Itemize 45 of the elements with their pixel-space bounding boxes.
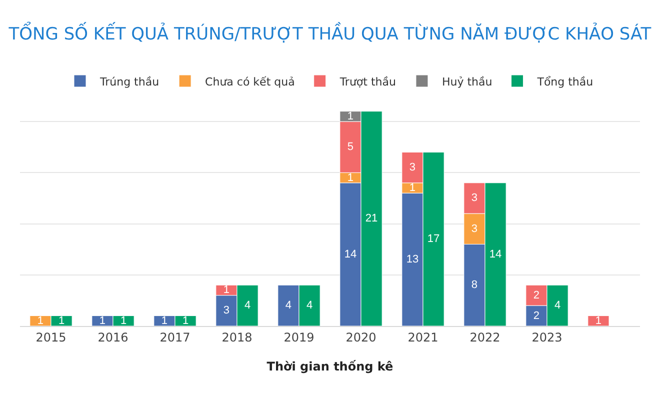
x-tick-label: 2021 [408, 330, 438, 344]
data-label: 3 [471, 192, 478, 204]
x-tick-label: 2015 [36, 330, 66, 344]
x-axis-title: Thời gian thống kê [266, 359, 394, 374]
x-tick-label: 2020 [346, 330, 376, 344]
x-tick-label: 2022 [470, 330, 500, 344]
data-label: 1 [99, 314, 106, 327]
data-label: 3 [223, 304, 230, 317]
data-label: 1 [37, 314, 44, 327]
data-label: 5 [347, 141, 354, 154]
data-label: 14 [489, 248, 502, 260]
legend-label: Chưa có kết quả [205, 75, 295, 88]
data-label: 17 [427, 233, 440, 246]
data-label: 1 [409, 182, 416, 194]
chart-title: TỔNG SỐ KẾT QUẢ TRÚNG/TRƯỢT THẦU QUA TỪNG NĂM ĐƯỢC KHẢO SÁT [8, 22, 652, 45]
data-label: 3 [471, 222, 478, 235]
data-label: 1 [595, 314, 602, 327]
legend-label: Huỷ thầu [442, 75, 492, 88]
data-label: 1 [161, 314, 168, 327]
data-label: 2 [533, 289, 540, 302]
data-label: 2 [533, 310, 540, 322]
legend-label: Tổng thầu [536, 75, 594, 88]
data-label: 1 [182, 314, 189, 327]
x-tick-label: 2019 [284, 330, 314, 344]
data-label: 1 [120, 314, 127, 327]
data-label: 14 [344, 248, 357, 260]
data-label: 1 [347, 110, 354, 122]
data-label: 1 [223, 284, 230, 296]
legend-label: Trúng thầu [99, 75, 160, 88]
bar [588, 316, 610, 326]
x-tick-label: 2023 [532, 330, 562, 344]
data-label: 8 [471, 279, 478, 292]
legend-label: Trượt thầu [338, 75, 396, 88]
x-tick-label: 2017 [160, 330, 190, 344]
data-label: 1 [58, 314, 65, 327]
data-label: 4 [306, 300, 313, 312]
data-label: 4 [285, 300, 292, 312]
data-label: 4 [554, 300, 561, 312]
data-label: 13 [406, 254, 419, 266]
data-label: 21 [365, 212, 378, 225]
data-label: 1 [347, 172, 354, 184]
data-label: 4 [244, 300, 251, 312]
x-tick-label: 2016 [98, 330, 128, 344]
data-label: 3 [409, 162, 416, 174]
x-tick-label: 2018 [222, 330, 252, 344]
